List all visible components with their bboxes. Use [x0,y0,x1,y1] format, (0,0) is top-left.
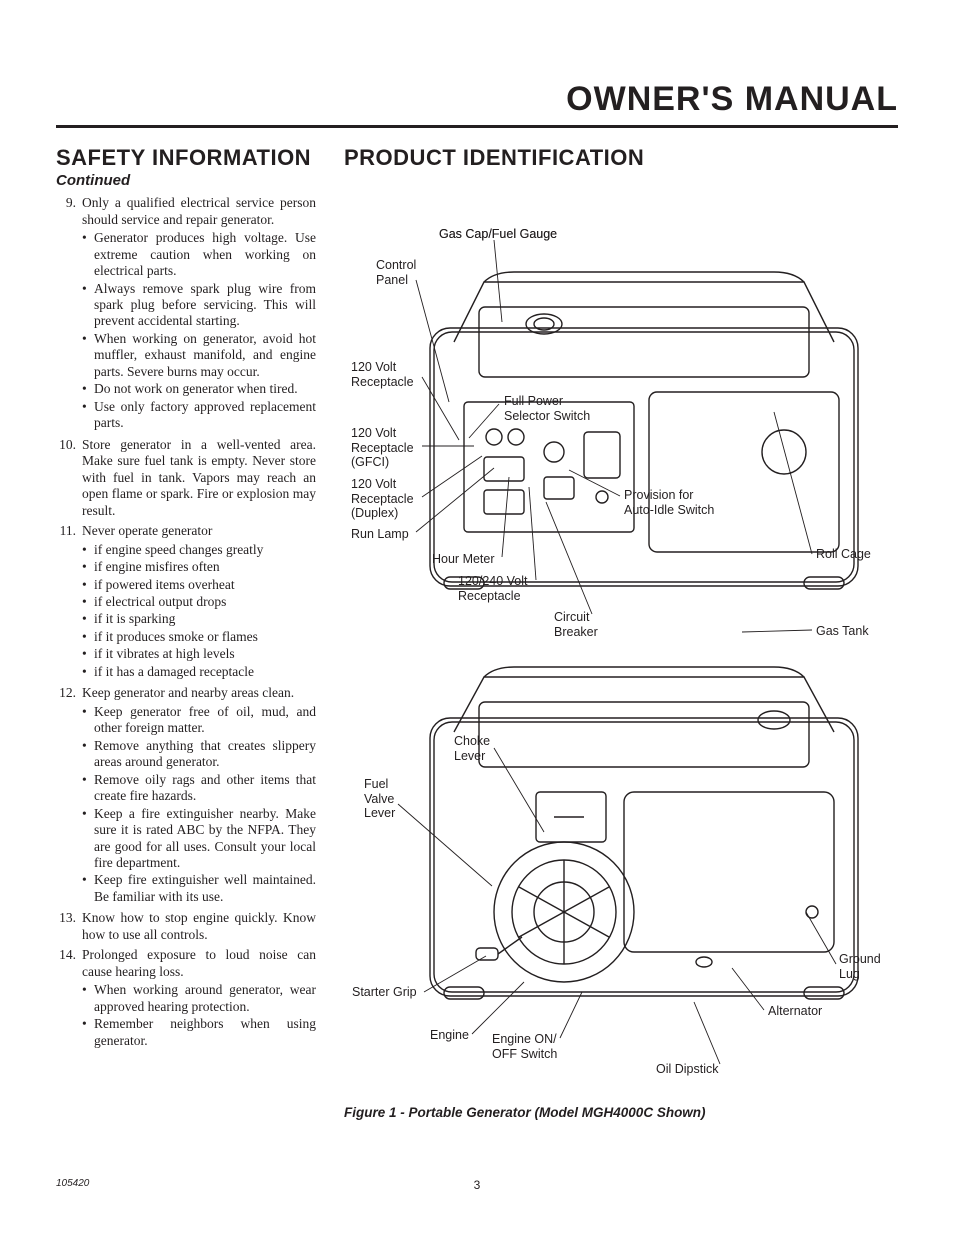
callout-label: 120/240 VoltReceptacle [458,574,528,603]
callout-label: Full PowerSelector Switch [504,394,590,423]
callout-label: 120 VoltReceptacle(GFCI) [351,426,414,469]
safety-item: 13.Know how to stop engine quickly. Know… [56,910,316,943]
generator-diagram [344,192,884,1097]
safety-item: 11.Never operate generatorif engine spee… [56,523,316,681]
continued-label: Continued [56,172,316,189]
callout-label: Engine [430,1028,469,1042]
sub-item: if engine speed changes greatly [82,542,316,558]
sub-item: if it vibrates at high levels [82,646,316,662]
item-body: Keep generator and nearby areas clean.Ke… [82,685,316,906]
sub-item: When working on generator, avoid hot muf… [82,331,316,380]
item-body: Prolonged exposure to loud noise can cau… [82,947,316,1050]
safety-item: 9.Only a qualified electrical service pe… [56,195,316,433]
safety-list: 9.Only a qualified electrical service pe… [56,195,316,1050]
callout-label: GroundLug [839,952,881,981]
callout-label: ControlPanel [376,258,416,287]
sub-item: if powered items overheat [82,577,316,593]
sub-item: Remove oily rags and other items that cr… [82,772,316,805]
callout-label: Run Lamp [351,527,409,541]
callout-label: Alternator [768,1004,822,1018]
figure-caption: Figure 1 - Portable Generator (Model MGH… [344,1105,898,1120]
product-id-column: PRODUCT IDENTIFICATION [344,146,898,1120]
callout-label: Roll Cage [816,547,871,561]
safety-item: 10.Store generator in a well-vented area… [56,437,316,519]
sub-item: if it has a damaged receptacle [82,664,316,680]
sub-list: if engine speed changes greatlyif engine… [82,542,316,681]
item-number: 14. [56,947,82,1050]
safety-column: SAFETY INFORMATION Continued 9.Only a qu… [56,146,316,1120]
callout-label: 120 VoltReceptacle [351,360,414,389]
sub-item: if engine misfires often [82,559,316,575]
callout-label: ChokeLever [454,734,490,763]
page-number: 3 [474,1178,481,1192]
item-body: Store generator in a well-vented area. M… [82,437,316,519]
item-body: Never operate generatorif engine speed c… [82,523,316,681]
sub-item: Generator produces high voltage. Use ext… [82,230,316,279]
sub-item: Remove anything that creates slippery ar… [82,738,316,771]
page-footer: 105420 3 [56,1178,898,1189]
callout-label: Starter Grip [352,985,417,999]
page-title: OWNER'S MANUAL [56,80,898,128]
callout-label: Engine ON/OFF Switch [492,1032,557,1061]
item-body: Know how to stop engine quickly. Know ho… [82,910,316,943]
callout-label: 120 VoltReceptacle(Duplex) [351,477,414,520]
item-number: 11. [56,523,82,681]
sub-list: When working around generator, wear appr… [82,982,316,1049]
sub-item: Use only factory approved replacement pa… [82,399,316,432]
main-columns: SAFETY INFORMATION Continued 9.Only a qu… [56,146,898,1120]
sub-item: if it produces smoke or flames [82,629,316,645]
sub-list: Keep generator free of oil, mud, and oth… [82,704,316,906]
item-number: 9. [56,195,82,433]
safety-item: 14.Prolonged exposure to loud noise can … [56,947,316,1050]
sub-item: Remember neighbors when using generator. [82,1016,316,1049]
sub-item: Always remove spark plug wire from spark… [82,281,316,330]
callout-label: Gas Cap/Fuel Gauge [439,227,557,241]
callout-label: Gas Tank [816,624,869,638]
safety-heading: SAFETY INFORMATION [56,146,316,170]
figure-area: Gas Cap/Fuel Gauge ControlPanel 120 VoltRe… [344,192,884,1097]
doc-number: 105420 [56,1178,89,1189]
sub-item: if electrical output drops [82,594,316,610]
item-number: 13. [56,910,82,943]
sub-item: if it is sparking [82,611,316,627]
sub-item: When working around generator, wear appr… [82,982,316,1015]
sub-item: Keep generator free of oil, mud, and oth… [82,704,316,737]
callout-label: Provision forAuto-Idle Switch [624,488,714,517]
sub-item: Keep a fire extinguisher nearby. Make su… [82,806,316,872]
sub-item: Do not work on generator when tired. [82,381,316,397]
product-id-heading: PRODUCT IDENTIFICATION [344,146,898,170]
item-number: 10. [56,437,82,519]
sub-item: Keep fire extinguisher well maintained. … [82,872,316,905]
callout-label: CircuitBreaker [554,610,598,639]
sub-list: Generator produces high voltage. Use ext… [82,230,316,432]
callout-label: Oil Dipstick [656,1062,719,1076]
callout-label: Hour Meter [432,552,495,566]
item-body: Only a qualified electrical service pers… [82,195,316,433]
item-number: 12. [56,685,82,906]
callout-label: FuelValveLever [364,777,395,820]
safety-item: 12.Keep generator and nearby areas clean… [56,685,316,906]
